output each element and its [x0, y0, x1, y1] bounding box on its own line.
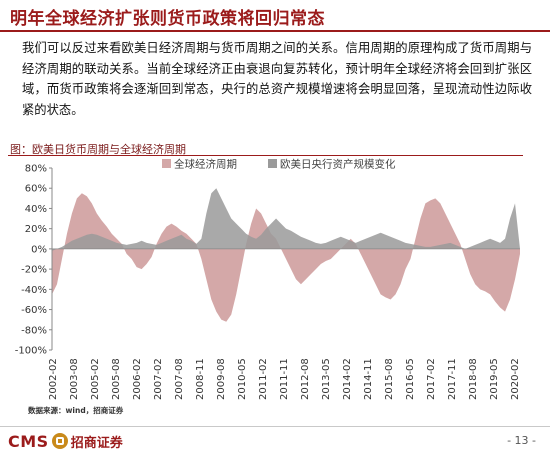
- x-tick-label: 2011-11: [279, 358, 290, 400]
- y-tick-label: -60%: [21, 305, 47, 316]
- legend-label-2: 欧美日央行资产规模变化: [280, 158, 396, 171]
- brand-logo: CMS 招商证券: [8, 430, 123, 452]
- y-tick-label: 20%: [25, 224, 47, 235]
- slide-title: 明年全球经济扩张则货币政策将回归常态: [10, 9, 325, 29]
- x-tick-label: 2007-08: [174, 358, 185, 400]
- x-tick-label: 2007-02: [153, 358, 164, 400]
- x-tick-label: 2014-02: [342, 358, 353, 400]
- x-tick-label: 2015-08: [384, 358, 395, 400]
- title-underline: [0, 30, 550, 32]
- y-tick-label: 80%: [25, 164, 47, 175]
- y-tick-label: 40%: [25, 204, 47, 215]
- legend-swatch-2: [268, 159, 277, 168]
- footer-divider: [0, 426, 550, 427]
- slide-title-bar: 明年全球经济扩张则货币政策将回归常态: [0, 0, 550, 32]
- y-tick-label: -100%: [15, 346, 47, 357]
- figure-caption: 图：欧美日货币周期与全球经济周期: [10, 143, 186, 156]
- y-tick-label: 60%: [25, 184, 47, 195]
- x-tick-label: 2008-11: [195, 358, 206, 400]
- x-tick-label: 2003-08: [69, 358, 80, 400]
- x-tick-label: 2010-05: [237, 358, 248, 400]
- x-tick-label: 2016-05: [405, 358, 416, 400]
- x-tick-label: 2018-08: [468, 358, 479, 400]
- x-tick-label: 2005-08: [111, 358, 122, 400]
- x-tick-label: 2005-02: [90, 358, 101, 400]
- x-tick-label: 2013-05: [321, 358, 332, 400]
- x-tick-label: 2019-05: [489, 358, 500, 400]
- x-tick-label: 2017-02: [426, 358, 437, 400]
- y-tick-label: -40%: [21, 285, 47, 296]
- figure-caption-rule: [8, 155, 523, 156]
- logo-name: 招商证券: [70, 435, 123, 451]
- y-tick-label: -80%: [21, 325, 47, 336]
- series-area-2: [52, 188, 520, 251]
- logo-text: CMS: [8, 431, 49, 451]
- logo-mark-icon: [51, 433, 68, 449]
- x-tick-label: 2009-08: [216, 358, 227, 400]
- y-tick-label: -20%: [21, 265, 47, 276]
- data-source: 数据来源：wind，招商证券: [28, 406, 124, 415]
- legend-label-1: 全球经济周期: [174, 158, 237, 171]
- series-area-1: [52, 193, 520, 322]
- x-tick-label: 2014-11: [363, 358, 374, 400]
- x-tick-label: 2011-02: [258, 358, 269, 400]
- x-tick-label: 2006-02: [132, 358, 143, 400]
- x-tick-label: 2012-08: [300, 358, 311, 400]
- page-number: - 13 -: [507, 434, 536, 447]
- x-tick-label: 2002-02: [48, 358, 59, 400]
- x-tick-label: 2017-11: [447, 358, 458, 400]
- x-tick-label: 2020-02: [510, 358, 521, 400]
- chart: -100% -80% -60% -40% -20% 0% 20% 40% 60% 80% 2002-…: [15, 158, 521, 401]
- y-tick-label: 0%: [31, 244, 47, 255]
- legend-swatch-1: [162, 159, 171, 168]
- body-paragraph: 我们可以反过来看欧美日经济周期与货币周期之间的关系。信用周期的原理构成了货币周期…: [22, 41, 532, 117]
